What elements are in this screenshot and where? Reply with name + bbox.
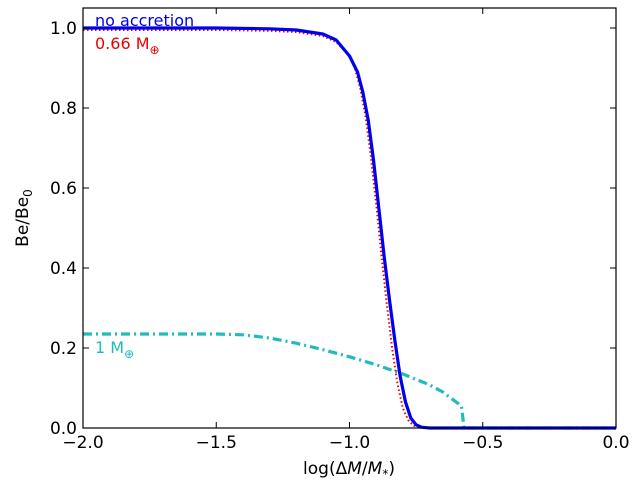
x-tick-label-3: −0.5 [462,433,503,453]
y-tick-label-1: 0.2 [50,339,77,359]
annotation-no-accretion: no accretion [95,11,194,30]
x-axis-label: log(ΔM/M*) [303,459,395,481]
series-line-0 [83,26,616,430]
annotation-0.66-earth-mass: 0.66 M⊕ [95,34,160,57]
y-tick-label-4: 0.8 [50,99,77,119]
y-tick-label-3: 0.6 [50,179,77,199]
x-tick-label-0: −2.0 [62,433,103,453]
x-tick-label-4: 0.0 [602,433,629,453]
y-tick-label-2: 0.4 [50,259,77,279]
ticks-layer: −2.0 −1.5 −1.0 −0.5 0.0 0.0 0.2 0.4 0.6 0.8 1.0 [50,8,630,453]
y-axis-label: Be/Be0 [13,189,35,247]
y-tick-label-0: 0.0 [50,419,77,439]
x-tick-label-2: −1.0 [329,433,370,453]
x-tick-label-1: −1.5 [196,433,237,453]
y-tick-label-5: 1.0 [50,19,77,39]
annotation-1-earth-mass: 1 M⊕ [95,338,134,361]
